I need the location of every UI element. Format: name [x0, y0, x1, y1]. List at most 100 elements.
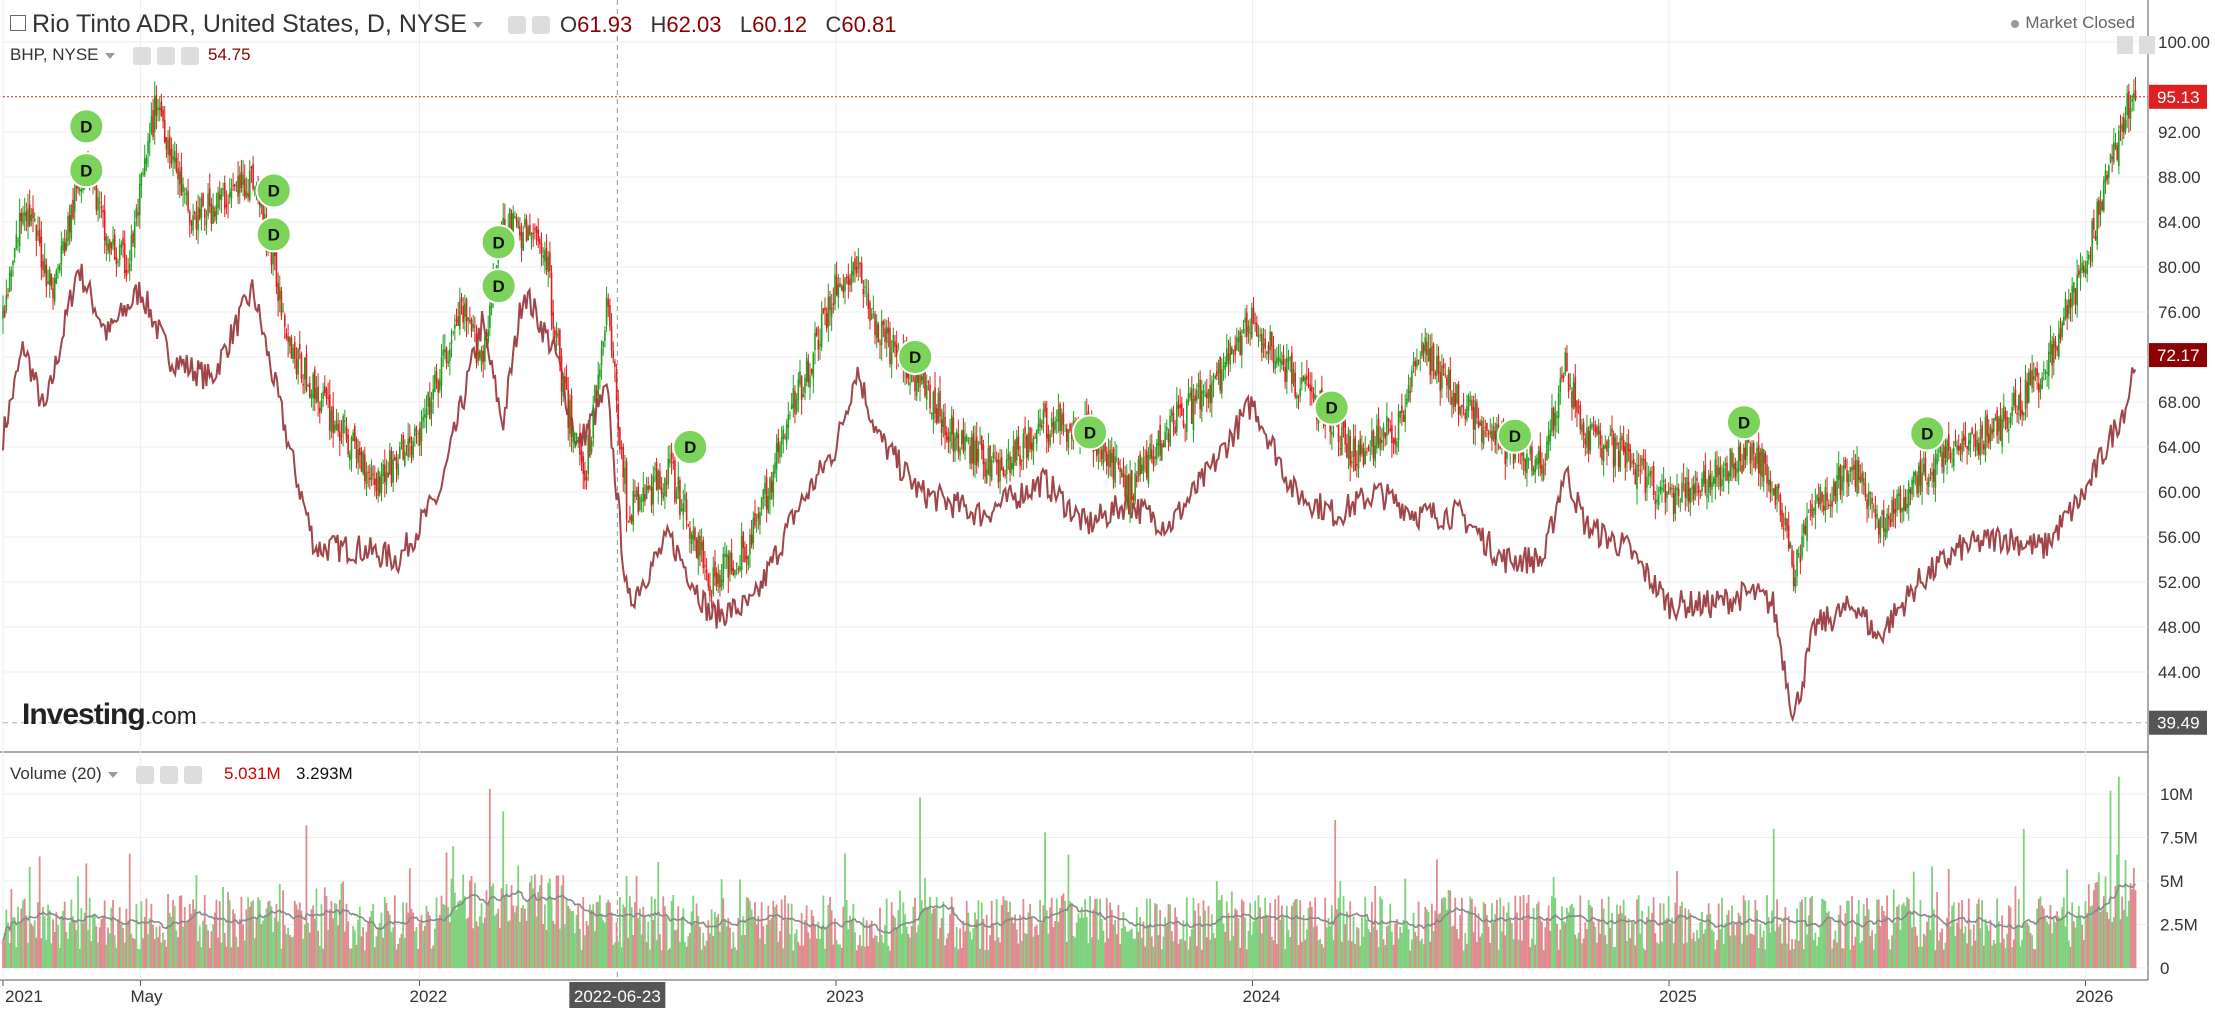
dividend-marker[interactable] [255, 216, 292, 253]
candle-body [884, 328, 886, 342]
volume-bar [1240, 899, 1243, 968]
dividend-marker[interactable] [1072, 414, 1109, 451]
candle-body [825, 313, 828, 328]
candle-body [1132, 496, 1135, 501]
candle-body [869, 302, 871, 322]
collapse-toggle-icon[interactable] [10, 15, 26, 31]
volume-bar [500, 888, 503, 968]
volume-bar [517, 865, 520, 968]
volume-bar [1015, 929, 1018, 968]
alert-icon[interactable] [2139, 36, 2155, 54]
close-icon[interactable] [181, 46, 200, 65]
volume-bar [2132, 867, 2135, 968]
volume-bar [705, 940, 708, 968]
dividend-marker-label: D [493, 233, 505, 252]
candle-body [1869, 492, 1872, 495]
volume-bar [37, 902, 39, 968]
candle-body [1562, 375, 1565, 378]
chevron-down-icon[interactable] [107, 771, 118, 778]
candle-body [635, 490, 638, 497]
gear-icon[interactable] [157, 46, 176, 65]
dividend-marker[interactable] [1313, 389, 1350, 426]
dividend-marker[interactable] [68, 152, 105, 189]
volume-bar [599, 895, 601, 968]
candle-body [1947, 434, 1950, 452]
dividend-marker[interactable] [1725, 404, 1762, 441]
download-icon[interactable] [2117, 36, 2133, 54]
volume-bar [1904, 905, 1907, 968]
gear-icon[interactable] [160, 765, 179, 784]
volume-bar [1055, 898, 1058, 968]
volume-bar [2082, 939, 2085, 968]
gear-icon[interactable] [531, 16, 550, 35]
close-icon[interactable] [184, 765, 203, 784]
volume-bar [1514, 895, 1517, 968]
candle-body [2108, 165, 2110, 178]
scroll-arrows[interactable] [2117, 36, 2155, 59]
chevron-down-icon[interactable] [472, 22, 483, 29]
volume-legend[interactable]: Volume (20) [10, 764, 203, 784]
candle-body [1266, 351, 1268, 354]
volume-bar [1949, 926, 1952, 968]
candle-body [333, 424, 336, 432]
volume-bar [185, 923, 188, 968]
volume-bar [518, 921, 521, 968]
volume-bar [1392, 944, 1395, 968]
candle-body [172, 156, 174, 161]
volume-bar [382, 937, 385, 968]
volume-bar [463, 896, 466, 968]
candle-body [208, 188, 211, 206]
settings-icon[interactable] [136, 765, 155, 784]
volume-bar [914, 897, 916, 968]
volume-bar [432, 945, 435, 968]
volume-bar [390, 931, 393, 968]
candle-body [1657, 495, 1660, 505]
status-dot-icon [2011, 19, 2020, 28]
volume-bar [385, 903, 388, 968]
chevron-down-icon[interactable] [104, 52, 115, 59]
dividend-marker[interactable] [1909, 415, 1946, 452]
dividend-marker[interactable] [1496, 417, 1533, 454]
candle-body [318, 407, 321, 413]
dividend-marker[interactable] [68, 108, 105, 145]
candle-body [1627, 442, 1630, 452]
compare-legend[interactable]: BHP, NYSE [10, 45, 200, 65]
volume-bar [950, 896, 953, 968]
volume-bar [402, 902, 405, 968]
settings-icon[interactable] [133, 46, 152, 65]
dividend-marker[interactable] [480, 224, 517, 261]
volume-bar [612, 944, 615, 968]
candle-body [455, 319, 458, 322]
candle-body [697, 535, 700, 560]
candle-body [1024, 426, 1026, 434]
volume-bar [490, 886, 493, 968]
volume-bar [2131, 889, 2134, 968]
settings-icon[interactable] [507, 16, 526, 35]
volume-bar [425, 905, 428, 968]
candle-body [1204, 394, 1206, 397]
candle-body [1976, 439, 1978, 451]
candle-body [1854, 460, 1857, 488]
candle-body [702, 539, 705, 569]
volume-bar [2126, 916, 2129, 968]
volume-bar [1032, 936, 1035, 968]
volume-bar [1559, 929, 1562, 968]
volume-bar [405, 902, 408, 968]
candle-body [2098, 199, 2100, 216]
candle-body [817, 340, 820, 350]
candle-body [1789, 542, 1792, 549]
dividend-marker[interactable] [897, 339, 934, 375]
dividend-marker[interactable] [480, 268, 517, 305]
dividend-marker[interactable] [255, 172, 292, 209]
candle-body [1224, 361, 1226, 370]
volume-bar [418, 922, 421, 968]
candle-body [1689, 488, 1692, 504]
volume-bar [42, 906, 44, 968]
candle-body [52, 287, 54, 299]
candle-body [950, 415, 953, 435]
dividend-marker[interactable] [672, 429, 709, 465]
candle-body [147, 140, 149, 154]
candle-body [1632, 459, 1635, 465]
